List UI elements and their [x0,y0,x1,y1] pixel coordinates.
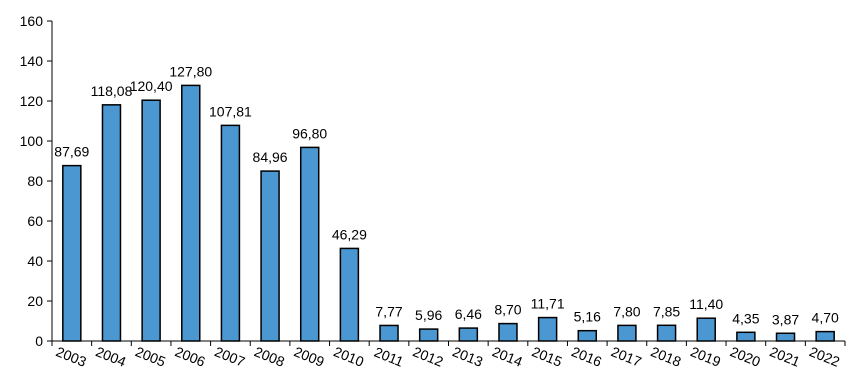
data-label-2010: 46,29 [332,226,367,242]
data-label-2017: 7,80 [613,303,640,319]
data-label-2019: 11,40 [689,296,723,312]
x-tick-label-2011: 2011 [372,344,406,370]
x-tick-label-2022: 2022 [807,343,842,370]
y-tick-label: 20 [27,293,43,309]
bar-2014 [498,322,518,342]
x-tick-label-2004: 2004 [93,343,128,370]
data-label-2013: 6,46 [455,306,482,322]
x-tick-label-2020: 2020 [728,343,763,370]
y-tick-label: 100 [20,133,44,149]
x-tick-label-2017: 2017 [609,343,644,370]
bar-2020 [736,331,756,342]
bar-2010 [339,247,360,342]
bar-2008 [260,170,280,342]
x-tick-label-2009: 2009 [292,343,327,370]
y-axis-ticks: 0 20 40 60 80 100 120 140 160 [20,13,52,349]
x-tick-label-2008: 2008 [252,343,287,370]
bar-2011 [379,324,399,342]
bar-2015 [537,316,558,342]
y-tick-label: 140 [20,53,44,69]
y-tick-label: 40 [27,253,43,269]
y-tick-label: 60 [27,213,43,229]
y-tick-label: 120 [20,93,44,109]
bar-2013 [458,327,479,342]
x-tick-label-2013: 2013 [450,343,485,370]
data-label-2004: 118,08 [91,83,133,99]
x-tick-label-2006: 2006 [173,343,208,370]
data-label-2016: 5,16 [574,309,601,325]
x-tick-label-2015: 2015 [530,343,565,370]
x-tick-label-2012: 2012 [411,343,446,370]
bar-2019 [696,317,716,342]
bar-2016 [577,329,598,342]
bars [62,84,835,342]
bar-2018 [656,324,677,342]
y-tick-label: 160 [20,13,44,29]
y-tick-label: 0 [35,333,43,349]
x-tick-label-2014: 2014 [490,343,525,370]
bar-2017 [617,324,637,342]
bar-2004 [101,104,122,342]
x-axis-labels: 2003 2004 2005 2006 2007 2008 2009 2010 2011 2012… [54,343,842,370]
bar-2006 [181,84,201,342]
bar-2003 [62,164,82,342]
data-label-2008: 84,96 [253,149,288,165]
data-label-2020: 4,35 [732,310,759,326]
bar-2022 [815,330,835,342]
bar-2021 [775,332,796,342]
data-label-2005: 120,40 [130,78,173,94]
x-tick-label-2003: 2003 [54,343,89,370]
data-label-2011: 7,77 [375,303,402,319]
data-label-2014: 8,70 [494,302,521,318]
y-tick-label: 80 [27,173,43,189]
bar-2007 [220,124,241,342]
data-label-2018: 7,85 [653,303,680,319]
data-label-2009: 96,80 [292,125,327,141]
bar-2012 [418,328,439,342]
x-tick-label-2007: 2007 [212,343,247,370]
x-tick-label-2010: 2010 [331,343,366,370]
x-tick-label-2018: 2018 [649,343,684,370]
data-label-2006: 127,80 [169,63,212,79]
x-tick-label-2021: 2021 [768,343,803,370]
data-label-2015: 11,71 [531,296,565,312]
x-tick-label-2019: 2019 [688,343,723,370]
data-label-2007: 107,81 [209,103,252,119]
data-label-2021: 3,87 [772,311,799,327]
bar-2005 [141,99,161,342]
data-label-2012: 5,96 [415,307,442,323]
data-label-2022: 4,70 [812,310,839,326]
x-tick-label-2016: 2016 [569,343,604,370]
x-tick-label-2005: 2005 [133,343,168,370]
data-label-2003: 87,69 [54,144,89,160]
bar-2009 [299,146,320,342]
